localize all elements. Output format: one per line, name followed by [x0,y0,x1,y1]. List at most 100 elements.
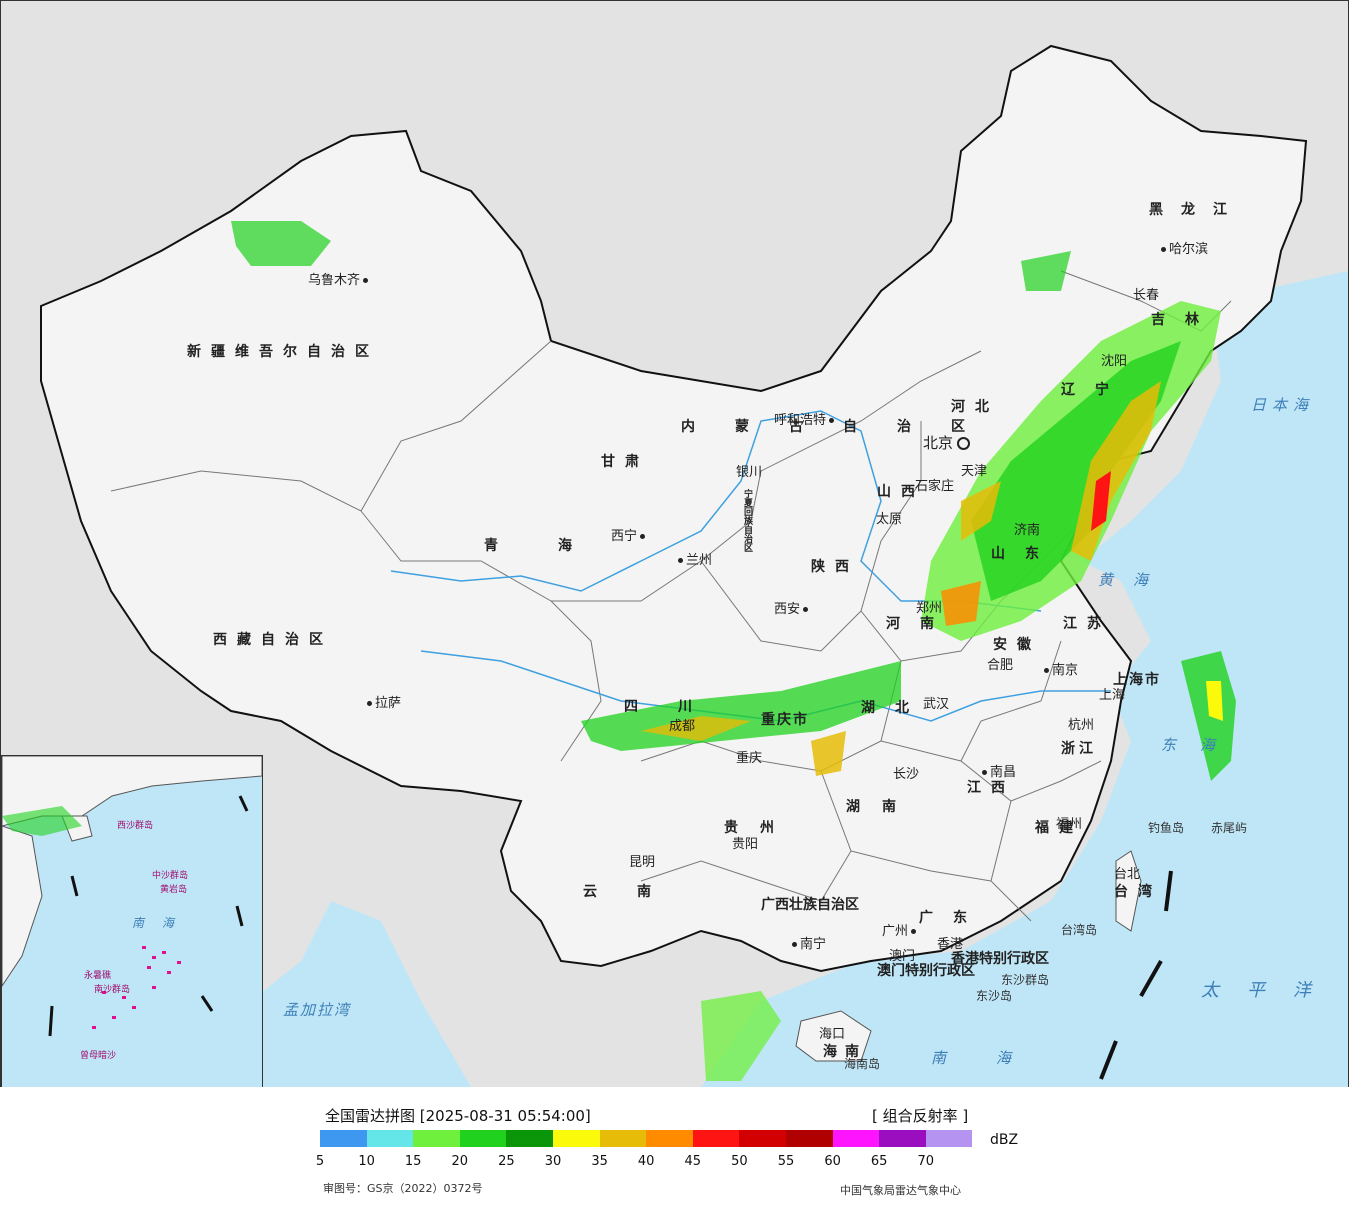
island-label: 海南岛 [844,1057,881,1071]
province-label: 江西 [967,780,1015,796]
city-label: 拉萨 [364,692,401,711]
legend-panel: 全国雷达拼图 [2025-08-31 05:54:00] [ 组合反射率 ] 5… [0,1087,1349,1208]
city-label: 哈尔滨 [1158,238,1208,257]
city-label: 乌鲁木齐 [308,269,371,288]
province-label: 江苏 [1063,616,1111,632]
sea-label: 日本海 [1251,396,1315,414]
color-scale-swatch [832,1130,880,1147]
color-scale-swatch [320,1130,367,1147]
inset-island-label: 黄岩岛 [160,885,188,895]
city-label: 福州 [1056,817,1083,832]
island-label: 东沙群岛 [1001,973,1050,987]
color-scale-swatch [552,1130,600,1147]
approval-number: 审图号：GS京（2022）0372号 [323,1182,483,1195]
radar-echoes [231,221,1236,1081]
color-scale-swatch [506,1130,553,1147]
city-label: 西宁 [611,525,648,544]
province-label: 青海 [484,538,632,554]
city-label: 南京 [1041,659,1078,678]
color-scale-tick-label: 25 [498,1154,515,1169]
city-label: 济南 [1014,523,1041,538]
color-scale-swatch [785,1130,833,1147]
city-label: 西安 [774,598,811,617]
city-label: 天津 [961,464,988,479]
city-label: 海口 [819,1027,846,1042]
city-label: 贵阳 [732,837,759,852]
color-scale [320,1130,973,1147]
province-label: 海南 [823,1044,867,1060]
province-label: 山西 [877,484,925,500]
province-label: 西藏自治区 [213,632,333,648]
city-label: 合肥 [987,658,1014,673]
color-scale-tick-label: 60 [824,1154,841,1169]
island-label: 台湾岛 [1061,923,1098,937]
color-scale-tick-label: 35 [591,1154,608,1169]
province-label: 山东 [991,546,1059,562]
south-china-sea-inset: 南海 中沙群岛 黄岩岛 南沙群岛 西沙群岛 永暑礁 曾母暗沙 [1,755,263,1087]
product-name: [ 组合反射率 ] [872,1107,969,1125]
city-label: 呼和浩特 [774,409,837,428]
unit-label: dBZ [990,1132,1019,1148]
color-scale-tick-label: 50 [731,1154,748,1169]
color-scale-tick-label: 10 [358,1154,375,1169]
color-scale-swatch [646,1130,693,1147]
map-canvas [40,44,1348,1087]
province-label: 辽宁 [1061,382,1129,398]
color-scale-swatch [925,1130,973,1147]
color-scale-tick-label: 45 [684,1154,702,1169]
city-label: 香港 [937,937,964,952]
province-label: 贵州 [724,820,796,836]
city-label: 郑州 [916,601,943,616]
city-label: 澳门 [889,949,916,964]
color-scale-tick-label: 30 [544,1154,562,1169]
color-scale-swatch [413,1130,460,1147]
color-scale-tick-label: 55 [777,1154,795,1169]
province-label: 陕西 [811,559,859,575]
color-scale-tick-label: 15 [404,1154,422,1169]
color-scale-swatch [366,1130,414,1147]
province-label: 浙江 [1061,741,1097,757]
eastern-sea-area [701,271,1348,1087]
island-label: 赤尾屿 [1211,821,1248,835]
color-scale-swatch [879,1130,926,1147]
city-label: 兰州 [675,549,712,568]
city-label: 昆明 [629,855,656,870]
sea-label: 南海 [931,1049,1062,1067]
province-label: 河南 [886,616,954,632]
city-label: 沈阳 [1101,354,1128,369]
inset-island-label: 永暑礁 [84,971,112,981]
province-label: 台湾 [1114,884,1162,900]
province-label: 湖南 [846,799,918,815]
province-label: 甘肃 [601,454,649,470]
inset-canvas [2,756,262,1037]
city-label: 重庆 [736,751,763,766]
province-label: 宁夏回族自治区 [742,489,752,552]
color-scale-tick-label: 65 [870,1154,888,1169]
province-label: 湖北 [861,700,929,716]
radar-map[interactable]: 新疆维吾尔自治区 西藏自治区 青海 甘肃 内蒙古自治区 黑龙江 吉林 辽宁 河北… [0,0,1349,1088]
city-label: 广州 [882,920,919,939]
city-label: 上海 [1099,688,1126,703]
city-label: 杭州 [1068,718,1095,733]
color-scale-tick-label: 20 [451,1154,469,1169]
inset-island-label: 中沙群岛 [152,871,189,881]
inset-sea-label: 南海 [132,916,193,930]
island-label: 钓鱼岛 [1148,821,1185,835]
sea-label: 孟加拉湾 [283,1001,352,1019]
bay-of-bengal-area [231,901,471,1087]
island-label: 东沙岛 [976,989,1013,1003]
color-scale-tick-label: 40 [637,1154,655,1169]
color-scale-swatch [459,1130,507,1147]
legend-title: 全国雷达拼图 [2025-08-31 05:54:00] [325,1107,591,1125]
inset-island-label: 曾母暗沙 [80,1051,117,1061]
province-label: 安徽 [993,637,1041,653]
city-label: 石家庄 [915,479,955,494]
city-label: 武汉 [923,697,950,712]
city-label: 成都 [669,719,696,734]
city-label: 台北 [1114,867,1141,882]
province-boundaries [110,270,1232,922]
inset-island-label: 南沙群岛 [94,985,131,995]
province-label: 重庆市 [761,712,809,728]
province-label: 澳门特别行政区 [877,963,975,979]
china-territory [40,44,1308,973]
